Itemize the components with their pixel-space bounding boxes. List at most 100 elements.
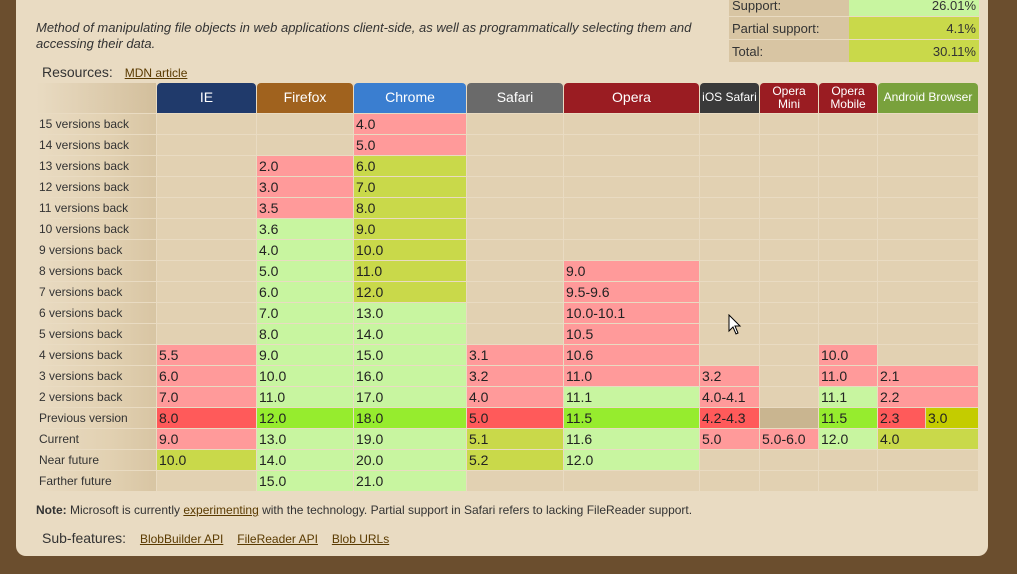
version-cell[interactable]: 5.5 [157,345,256,365]
version-cell[interactable]: 11.6 [564,429,699,449]
empty-cell [467,156,563,176]
version-cell[interactable]: 10.0 [354,240,466,260]
version-cell[interactable]: 9.0 [564,261,699,281]
version-cell[interactable]: 6.0 [257,282,353,302]
version-cell[interactable]: 4.0-4.1 [700,387,759,407]
version-cell[interactable]: 18.0 [354,408,466,428]
version-cell[interactable]: 9.0 [157,429,256,449]
version-cell[interactable]: 3.6 [257,219,353,239]
version-cell[interactable]: 8.0 [257,324,353,344]
version-cell[interactable]: 2.1 [878,366,978,386]
version-cell[interactable]: 5.2 [467,450,563,470]
version-cell[interactable]: 15.0 [257,471,353,491]
filereader-api-link[interactable]: FileReader API [237,532,318,546]
version-cell[interactable]: 3.5 [257,198,353,218]
version-cell[interactable]: 11.1 [819,387,877,407]
empty-cell [760,240,818,260]
stat-value: 26.01% [849,0,979,16]
version-cell[interactable]: 3.0 [257,177,353,197]
version-cell[interactable]: 6.0 [354,156,466,176]
version-cell[interactable]: 19.0 [354,429,466,449]
empty-cell [760,345,818,365]
version-cell[interactable]: 8.0 [354,198,466,218]
row-label: 6 versions back [36,303,156,323]
version-cell[interactable]: 7.0 [257,303,353,323]
version-cell[interactable]: 10.0-10.1 [564,303,699,323]
version-cell[interactable]: 9.0 [257,345,353,365]
browser-header: Firefox [257,83,353,113]
version-cell[interactable]: 12.0 [819,429,877,449]
blobbuilder-api-link[interactable]: BlobBuilder API [139,532,224,546]
stat-label: Support: [729,0,849,16]
version-cell[interactable]: 4.0 [878,429,978,449]
version-cell[interactable]: 11.0 [819,366,877,386]
version-cell[interactable]: 13.0 [257,429,353,449]
version-cell[interactable]: 4.0 [257,240,353,260]
empty-cell [760,114,818,134]
version-cell[interactable]: 21.0 [354,471,466,491]
version-cell[interactable]: 5.0-6.0 [760,429,818,449]
version-cell[interactable]: 5.1 [467,429,563,449]
empty-cell [878,261,978,281]
experimenting-link[interactable]: experimenting [183,503,259,517]
row-label: 2 versions back [36,387,156,407]
version-cell[interactable]: 10.6 [564,345,699,365]
version-cell[interactable]: 4.2-4.3 [700,408,759,428]
version-cell[interactable]: 4.0 [354,114,466,134]
version-cell[interactable]: 14.0 [257,450,353,470]
stat-label: Total: [729,40,849,62]
version-cell[interactable]: 4.0 [467,387,563,407]
version-cell[interactable]: 11.1 [564,387,699,407]
empty-cell [700,219,759,239]
version-cell[interactable]: 11.0 [564,366,699,386]
version-cell[interactable]: 2.3 [878,408,925,428]
version-cell[interactable]: 8.0 [157,408,256,428]
version-cell[interactable]: 12.0 [354,282,466,302]
version-cell[interactable]: 7.0 [157,387,256,407]
empty-cell [467,303,563,323]
version-cell[interactable]: 17.0 [354,387,466,407]
empty-cell [157,303,256,323]
version-cell[interactable]: 5.0 [354,135,466,155]
version-cell[interactable]: 5.0 [257,261,353,281]
version-cell[interactable]: 11.0 [257,387,353,407]
version-cell[interactable]: 10.0 [157,450,256,470]
version-cell[interactable]: 14.0 [354,324,466,344]
version-cell[interactable]: 2.2 [878,387,978,407]
version-cell[interactable]: 11.0 [354,261,466,281]
version-cell[interactable]: 13.0 [354,303,466,323]
version-cell[interactable]: 20.0 [354,450,466,470]
version-cell[interactable]: 15.0 [354,345,466,365]
version-cell[interactable]: 3.2 [467,366,563,386]
empty-cell [878,282,978,302]
stat-partial: Partial support: 4.1% [729,17,979,39]
blob-urls-link[interactable]: Blob URLs [331,532,390,546]
version-cell[interactable]: 9.0 [354,219,466,239]
empty-cell [467,240,563,260]
version-cell[interactable]: 12.0 [257,408,353,428]
row-label: 3 versions back [36,366,156,386]
version-cell[interactable]: 2.0 [257,156,353,176]
version-cell[interactable]: 3.2 [700,366,759,386]
version-cell[interactable]: 10.0 [257,366,353,386]
version-cell[interactable]: 5.0 [700,429,759,449]
mdn-article-link[interactable]: MDN article [124,66,188,80]
browser-header: Opera Mobile [819,83,877,113]
version-cell[interactable]: 11.5 [564,408,699,428]
version-cell[interactable]: 6.0 [157,366,256,386]
row-label: 7 versions back [36,282,156,302]
version-cell[interactable]: 5.0 [467,408,563,428]
version-cell[interactable]: 12.0 [564,450,699,470]
version-cell[interactable]: 3.1 [467,345,563,365]
version-cell[interactable] [760,408,818,428]
version-cell[interactable]: 10.5 [564,324,699,344]
version-cell[interactable]: 3.0 [926,408,978,428]
version-cell[interactable]: 7.0 [354,177,466,197]
empty-cell [878,135,978,155]
version-cell[interactable]: 10.0 [819,345,877,365]
version-cell[interactable]: 9.5-9.6 [564,282,699,302]
empty-cell [760,471,818,491]
version-cell[interactable]: 11.5 [819,408,877,428]
version-cell[interactable]: 16.0 [354,366,466,386]
browser-header: Safari [467,83,563,113]
